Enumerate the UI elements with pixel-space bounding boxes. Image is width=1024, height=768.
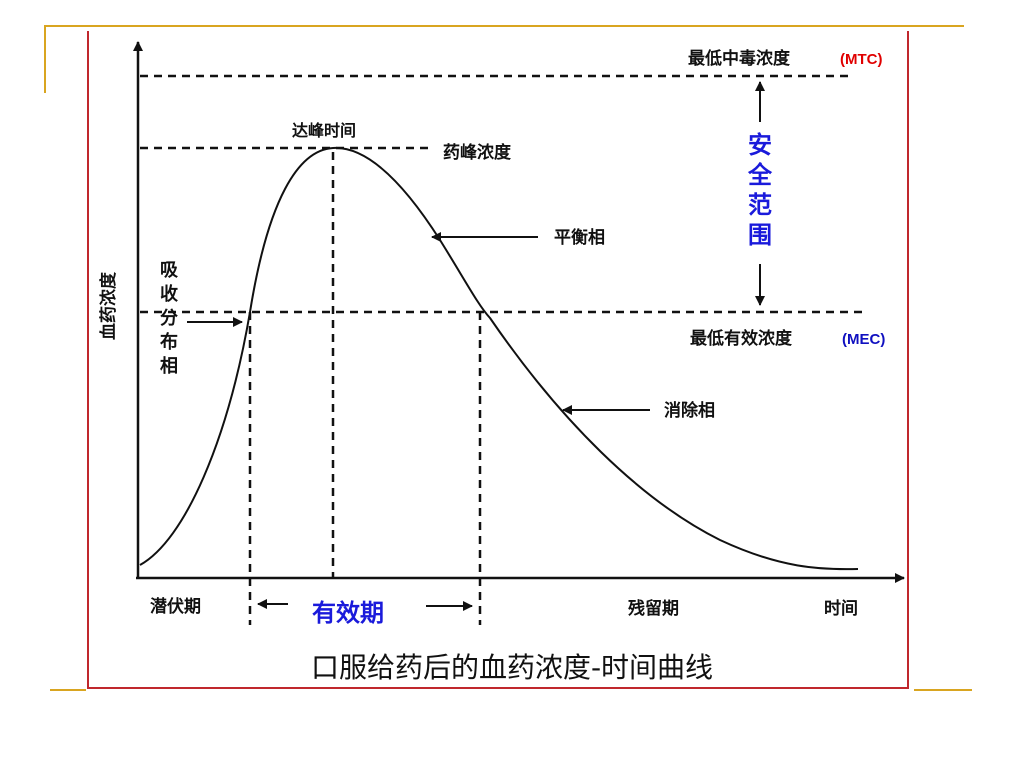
- equilibrium-label: 平衡相: [554, 227, 605, 248]
- bottom-rule-right: [914, 689, 972, 691]
- time-axis-label: 时间: [824, 598, 858, 619]
- absorption-char: 分: [160, 308, 178, 329]
- effective-period-label: 有效期: [312, 599, 384, 627]
- peak-conc-label: 药峰浓度: [443, 142, 512, 163]
- latent-period-label: 潜伏期: [150, 596, 201, 617]
- figure-caption: 口服给药后的血药浓度-时间曲线: [310, 651, 714, 684]
- peak-time-label: 达峰时间: [292, 121, 356, 140]
- mtc-abbr: (MTC): [840, 51, 882, 68]
- absorption-char: 收: [160, 283, 178, 305]
- absorption-char: 布: [160, 331, 178, 353]
- residual-period-label: 残留期: [628, 598, 679, 619]
- concentration-curve: [139, 146, 859, 571]
- safe-range-char: 范: [748, 191, 772, 219]
- y-axis-label: 血药浓度: [98, 271, 119, 340]
- absorption-char: 吸: [160, 260, 179, 281]
- safe-range-char: 围: [748, 221, 772, 249]
- safe-range-char: 全: [747, 161, 773, 189]
- top-rule: [44, 25, 964, 27]
- safe-range-char: 安: [748, 131, 772, 159]
- safe-range-label: 安 全 范 围: [747, 131, 773, 249]
- left-rule: [44, 25, 46, 93]
- mtc-label: 最低中毒浓度: [688, 48, 791, 69]
- absorption-char: 相: [160, 356, 178, 377]
- mec-label: 最低有效浓度: [690, 328, 793, 349]
- elimination-label: 消除相: [664, 400, 715, 421]
- bottom-rule-left: [50, 689, 86, 691]
- figure-frame: [87, 31, 909, 689]
- absorption-label: 吸 收 分 布 相: [160, 260, 179, 377]
- mec-abbr: (MEC): [842, 331, 885, 348]
